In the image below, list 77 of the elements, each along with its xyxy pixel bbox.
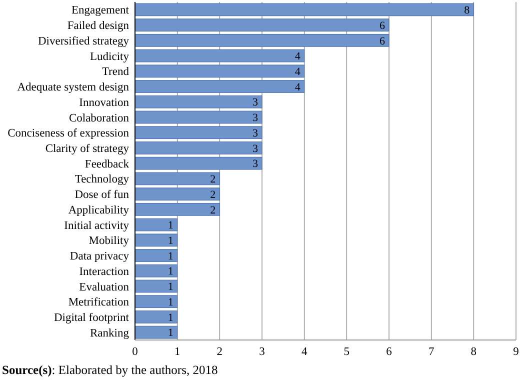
data-label: 1 bbox=[168, 220, 174, 232]
y-tick-label: Evaluation bbox=[79, 281, 130, 294]
bar bbox=[134, 49, 305, 62]
y-tick-label: Trend bbox=[102, 66, 130, 78]
data-label: 4 bbox=[294, 66, 301, 78]
bar bbox=[134, 156, 262, 170]
y-tick-label: Dose of fun bbox=[74, 189, 130, 202]
data-label: 1 bbox=[168, 234, 174, 247]
data-label: 2 bbox=[210, 204, 216, 216]
bar bbox=[134, 80, 305, 93]
bar bbox=[134, 18, 390, 32]
data-label: 2 bbox=[210, 174, 216, 186]
x-tick-label: 5 bbox=[344, 346, 350, 358]
bar bbox=[134, 126, 262, 140]
y-tick-label: Metrification bbox=[68, 296, 130, 309]
bar bbox=[134, 234, 178, 247]
y-tick-label: Digital footprint bbox=[54, 312, 130, 324]
bar bbox=[134, 249, 178, 262]
data-label: 6 bbox=[380, 35, 386, 48]
y-tick-label: Clarity of strategy bbox=[45, 142, 130, 155]
bar bbox=[134, 264, 178, 278]
bar bbox=[134, 218, 178, 232]
data-label: 1 bbox=[168, 266, 174, 278]
bar bbox=[134, 34, 390, 47]
x-tick-label: 0 bbox=[132, 346, 138, 358]
data-label: 2 bbox=[210, 188, 216, 201]
y-tick-label: Applicability bbox=[68, 204, 130, 216]
bar bbox=[134, 110, 262, 124]
y-tick-label: Conciseness of expression bbox=[8, 128, 130, 140]
y-tick-label: Diversified strategy bbox=[38, 35, 130, 48]
bar bbox=[134, 64, 305, 78]
x-tick-label: 9 bbox=[513, 346, 520, 358]
x-tick-label: 6 bbox=[386, 346, 392, 358]
y-tick-label: Ranking bbox=[90, 327, 130, 340]
data-label: 8 bbox=[464, 4, 470, 17]
bar bbox=[134, 95, 262, 108]
bar bbox=[134, 142, 262, 154]
x-tick-label: 3 bbox=[259, 346, 266, 358]
y-tick-label: Colaboration bbox=[68, 112, 130, 124]
x-tick-label: 2 bbox=[216, 346, 223, 358]
data-label: 3 bbox=[252, 96, 258, 109]
x-tick-label: 7 bbox=[428, 346, 434, 358]
y-tick-label: Engagement bbox=[72, 4, 130, 17]
y-tick-label: Ludicity bbox=[90, 50, 130, 63]
y-tick-label: Mobility bbox=[88, 235, 130, 248]
y-tick-label: Innovation bbox=[79, 96, 130, 109]
bar bbox=[134, 202, 220, 216]
data-label: 1 bbox=[168, 327, 174, 340]
data-label: 4 bbox=[294, 81, 301, 94]
bar bbox=[134, 310, 178, 324]
data-label: 1 bbox=[168, 281, 174, 294]
y-tick-label: Initial activity bbox=[64, 220, 130, 232]
data-label: 3 bbox=[252, 112, 258, 124]
y-tick-label: Technology bbox=[74, 174, 130, 186]
bar bbox=[134, 326, 178, 339]
data-label: 4 bbox=[294, 50, 301, 63]
data-label: 3 bbox=[252, 158, 258, 170]
y-tick-label: Adequate system design bbox=[17, 82, 130, 94]
bar bbox=[134, 280, 178, 293]
y-tick-label: Interaction bbox=[79, 266, 130, 278]
x-tick-label: 1 bbox=[174, 346, 180, 358]
bar bbox=[134, 295, 178, 308]
data-label: 3 bbox=[252, 127, 258, 140]
y-tick-label: Feedback bbox=[84, 158, 130, 170]
x-tick-label: 8 bbox=[470, 346, 477, 358]
y-tick-label: Data privacy bbox=[70, 250, 130, 263]
data-label: 1 bbox=[168, 312, 174, 324]
bar bbox=[134, 3, 474, 16]
data-label: 3 bbox=[252, 142, 258, 155]
bar bbox=[134, 188, 220, 200]
data-label: 1 bbox=[168, 250, 174, 262]
bar bbox=[134, 172, 220, 186]
x-tick-label: 4 bbox=[301, 346, 308, 358]
y-tick-label: Failed design bbox=[67, 20, 130, 32]
source-note: Source(s): Elaborated by the authors, 2018 bbox=[2, 363, 218, 377]
data-label: 1 bbox=[168, 296, 174, 308]
data-label: 6 bbox=[380, 20, 386, 32]
